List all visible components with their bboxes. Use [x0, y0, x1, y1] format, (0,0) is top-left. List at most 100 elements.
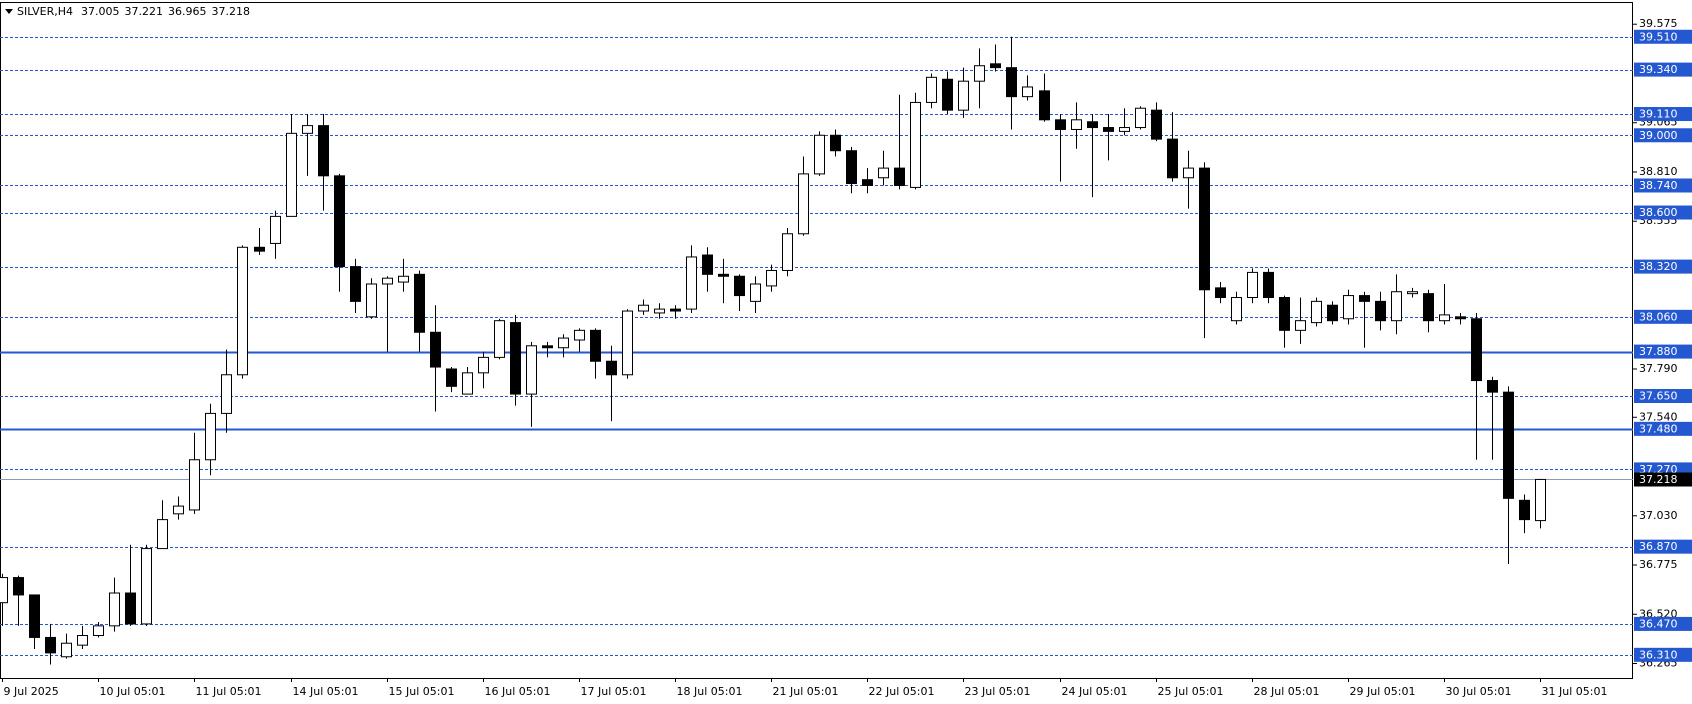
candles [0, 36, 1546, 665]
candle-down [1055, 119, 1066, 130]
candle-up [974, 65, 985, 82]
candle-up [1535, 478, 1546, 522]
y-tick-label: 37.030 [1639, 509, 1678, 522]
level-label: 39.340 [1639, 63, 1678, 76]
level-label: 36.470 [1639, 617, 1678, 630]
candle-down [350, 266, 361, 302]
candle-down [1103, 127, 1114, 132]
candle-up [173, 505, 184, 515]
candle-up [574, 329, 585, 341]
candle-up [782, 233, 793, 271]
x-tick-label: 10 Jul 05:01 [100, 685, 166, 698]
candle-up [1119, 127, 1130, 132]
level-label-box [1634, 539, 1692, 554]
candle-down [894, 167, 905, 186]
candle-down [606, 360, 617, 376]
level-label: 39.000 [1639, 129, 1678, 142]
candle-up [1439, 314, 1450, 322]
candle-down [590, 329, 601, 362]
x-tick-label: 15 Jul 05:01 [389, 685, 455, 698]
candle-down [1279, 297, 1290, 331]
x-tick-label: 29 Jul 05:01 [1350, 685, 1416, 698]
time-axis: 9 Jul 2025 10 Jul 05:01 11 Jul 05:01 14 Jul… [2, 678, 1607, 698]
candle-up [926, 76, 937, 103]
header-open: 37.005 [81, 5, 120, 18]
candle-up [157, 519, 168, 550]
candle-up [798, 173, 809, 235]
candle-up [494, 320, 505, 358]
x-tick-label: 24 Jul 05:01 [1062, 685, 1128, 698]
candle-up [61, 642, 72, 658]
y-tick-label: 37.790 [1639, 362, 1678, 375]
candle-up [1231, 297, 1242, 322]
candle-up [526, 345, 537, 395]
candle-up [1295, 320, 1306, 331]
level-label-box [1634, 205, 1692, 220]
level-label: 36.310 [1639, 648, 1678, 661]
candle-up [910, 101, 921, 188]
level-label-box [1634, 421, 1692, 436]
candle-up [366, 283, 377, 318]
x-tick-label: 11 Jul 05:01 [196, 685, 262, 698]
level-label-box [1634, 107, 1692, 122]
candle-up [205, 412, 216, 461]
candle-down [45, 636, 56, 654]
candle-up [1391, 291, 1402, 322]
candle-down [1215, 287, 1226, 299]
candle-down [734, 275, 745, 297]
candle-up [1407, 291, 1418, 295]
candle-up [382, 277, 393, 285]
candle-down [1455, 316, 1466, 320]
x-tick-label: 16 Jul 05:01 [485, 685, 551, 698]
candle-up [686, 256, 697, 310]
level-label-box [1634, 647, 1692, 662]
candle-down [510, 322, 521, 395]
level-label: 39.510 [1639, 30, 1678, 43]
header: SILVER,H4 37.005 37.221 36.965 37.218 [17, 5, 250, 18]
level-label-box [1634, 62, 1692, 77]
candle-up [398, 275, 409, 283]
candle-up [270, 215, 281, 244]
candle-up [141, 548, 152, 625]
x-tick-label: 9 Jul 2025 [4, 685, 59, 698]
levels [0, 37, 1633, 656]
x-tick-label: 18 Jul 05:01 [677, 685, 743, 698]
candle-down [254, 246, 265, 252]
price-axis: 39.57539.06538.81038.55537.79037.54037.0… [1633, 17, 1692, 670]
y-tick-label: 39.575 [1639, 17, 1678, 30]
level-label-box [1634, 616, 1692, 631]
candle-down [846, 150, 857, 185]
x-tick-label: 28 Jul 05:01 [1254, 685, 1320, 698]
candle-up [1343, 295, 1354, 320]
y-tick-label: 37.540 [1639, 410, 1678, 423]
candle-up [478, 356, 489, 374]
candle-up [878, 167, 889, 179]
candle-up [286, 132, 297, 217]
level-label-box [1634, 309, 1692, 324]
candle-down [1487, 380, 1498, 393]
candle-down [1039, 90, 1050, 121]
level-label: 37.650 [1639, 390, 1678, 403]
candle-down [702, 254, 713, 275]
level-label-box [1634, 389, 1692, 404]
candle-down [430, 331, 441, 368]
header-close: 37.218 [212, 5, 251, 18]
level-label: 37.880 [1639, 345, 1678, 358]
candle-up [750, 283, 761, 302]
candle-down [334, 175, 345, 268]
candle-up [958, 80, 969, 111]
candle-up [1071, 119, 1082, 130]
x-tick-label: 17 Jul 05:01 [581, 685, 647, 698]
candle-down [1327, 304, 1338, 322]
candle-down [125, 592, 136, 625]
x-tick-label: 22 Jul 05:01 [869, 685, 935, 698]
level-label-box [1634, 178, 1692, 193]
level-label: 36.870 [1639, 540, 1678, 553]
x-tick-label: 25 Jul 05:01 [1158, 685, 1224, 698]
candle-down [1359, 295, 1370, 302]
x-tick-label: 23 Jul 05:01 [965, 685, 1031, 698]
candle-up [0, 577, 8, 604]
candle-up [766, 269, 777, 287]
